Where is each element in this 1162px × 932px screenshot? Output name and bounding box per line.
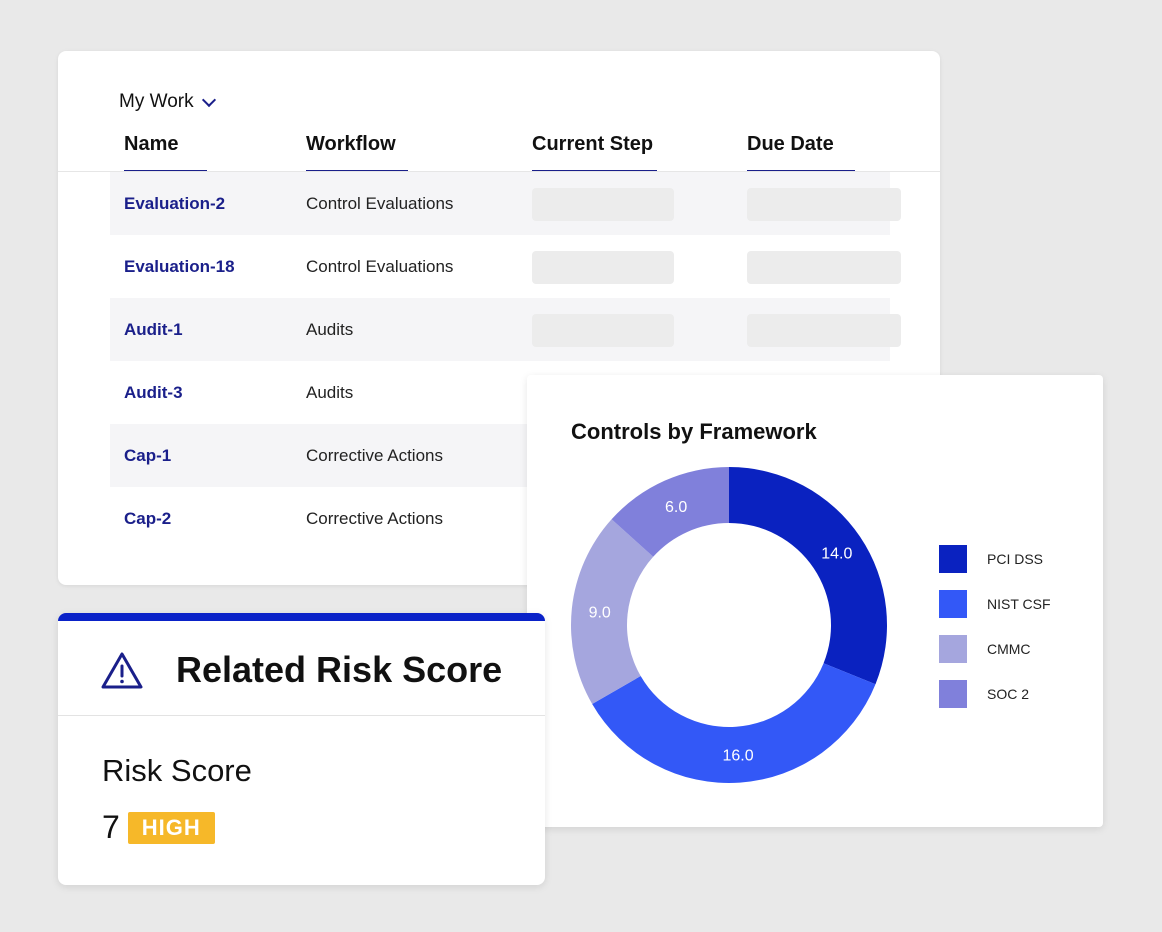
table-row[interactable]: Evaluation-2 Control Evaluations <box>110 172 901 235</box>
row-name-link[interactable]: Cap-2 <box>124 509 172 528</box>
legend-swatch <box>939 635 967 663</box>
table-row[interactable]: Evaluation-18 Control Evaluations <box>110 235 901 298</box>
chart-legend: PCI DSS NIST CSF CMMC SOC 2 <box>939 545 1051 725</box>
legend-label: PCI DSS <box>987 551 1044 567</box>
risk-level-badge: HIGH <box>127 811 215 844</box>
legend-item[interactable]: PCI DSS <box>939 545 1051 573</box>
legend-item[interactable]: CMMC <box>939 635 1051 663</box>
column-header-name[interactable]: Name <box>124 133 207 173</box>
due-date-placeholder <box>747 188 901 221</box>
row-name-link[interactable]: Evaluation-2 <box>124 194 226 213</box>
column-header-due-date[interactable]: Due Date <box>747 133 855 173</box>
legend-swatch <box>939 545 967 573</box>
chart-title: Controls by Framework <box>571 419 817 444</box>
row-name-link[interactable]: Cap-1 <box>124 446 172 465</box>
risk-score-value-row: 7 HIGH <box>102 809 215 846</box>
my-work-dropdown[interactable]: My Work <box>119 91 216 113</box>
legend-label: NIST CSF <box>987 596 1051 612</box>
chevron-down-icon <box>201 92 216 107</box>
risk-accent-bar <box>58 613 545 621</box>
row-name-link[interactable]: Audit-3 <box>124 383 183 402</box>
risk-card-title: Related Risk Score <box>176 649 503 690</box>
donut-slice-soc-2[interactable] <box>611 467 729 557</box>
legend-item[interactable]: NIST CSF <box>939 590 1051 618</box>
slice-value-label: 16.0 <box>722 748 753 765</box>
row-workflow: Corrective Actions <box>306 446 443 465</box>
legend-swatch <box>939 680 967 708</box>
donut-slice-nist-csf[interactable] <box>592 663 876 783</box>
warning-icon <box>101 652 143 689</box>
current-step-placeholder <box>532 314 674 347</box>
column-header-current-step[interactable]: Current Step <box>532 133 657 173</box>
donut-slice-cmmc[interactable] <box>571 519 654 704</box>
work-table-body: Evaluation-2 Control Evaluations Evaluat… <box>110 172 901 550</box>
risk-score-value: 7 <box>102 809 120 845</box>
row-workflow: Corrective Actions <box>306 509 443 528</box>
due-date-placeholder <box>747 314 901 347</box>
header-divider <box>58 171 940 172</box>
row-workflow: Audits <box>306 383 354 402</box>
row-workflow: Control Evaluations <box>306 257 454 276</box>
risk-score-label: Risk Score <box>102 753 252 788</box>
my-work-card: My Work Name Workflow Current Step Due D… <box>58 51 940 585</box>
legend-label: CMMC <box>987 641 1031 657</box>
table-row[interactable]: Cap-2 Corrective Actions <box>110 487 890 550</box>
slice-value-label: 14.0 <box>821 545 852 562</box>
legend-swatch <box>939 590 967 618</box>
due-date-placeholder <box>747 251 901 284</box>
slice-value-label: 6.0 <box>665 499 687 516</box>
legend-item[interactable]: SOC 2 <box>939 680 1051 708</box>
row-name-link[interactable]: Evaluation-18 <box>124 257 235 276</box>
risk-score-card: Related Risk Score Risk Score 7 HIGH <box>58 613 545 885</box>
donut-chart: 14.0 16.0 9.0 6.0 <box>571 467 887 783</box>
risk-card-header: Related Risk Score <box>58 621 545 716</box>
current-step-placeholder <box>532 188 674 221</box>
table-row[interactable]: Audit-1 Audits <box>110 298 901 361</box>
row-name-link[interactable]: Audit-1 <box>124 320 183 339</box>
my-work-title: My Work <box>119 91 194 112</box>
legend-label: SOC 2 <box>987 686 1030 702</box>
donut-slice-pci-dss[interactable] <box>729 467 887 685</box>
slice-value-label: 9.0 <box>589 604 611 621</box>
current-step-placeholder <box>532 251 674 284</box>
controls-chart-card: Controls by Framework 14.0 16.0 9.0 6.0 PCI… <box>527 375 1103 827</box>
table-row[interactable]: Audit-3 Audits <box>110 361 890 424</box>
row-workflow: Control Evaluations <box>306 194 454 213</box>
column-header-workflow[interactable]: Workflow <box>306 133 408 173</box>
row-workflow: Audits <box>306 320 354 339</box>
